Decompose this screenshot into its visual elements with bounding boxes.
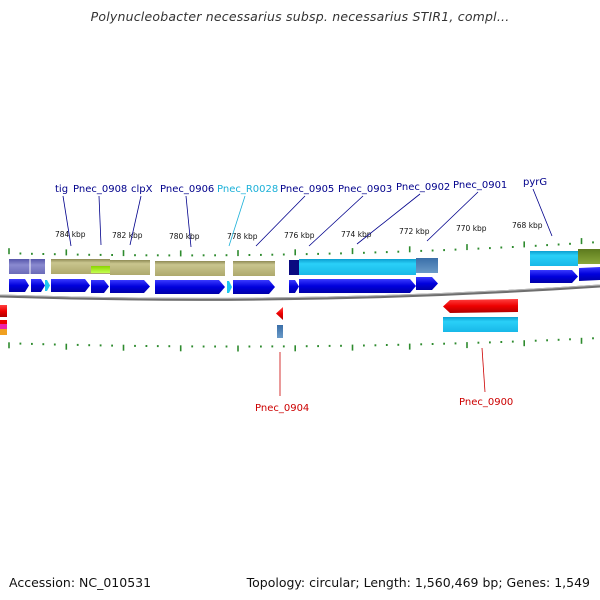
leader-line-pnec-0903 bbox=[308, 195, 364, 247]
leader-line-pnec-0901 bbox=[426, 191, 479, 242]
cog-block-clpx[interactable] bbox=[110, 260, 150, 275]
cog-track bbox=[9, 249, 600, 276]
accession-text: Accession: NC_010531 bbox=[9, 575, 152, 590]
outer-tick-ring bbox=[8, 238, 594, 257]
genome-backbone-highlight bbox=[0, 284, 600, 299]
gene-label-pnec-0901[interactable]: Pnec_0901 bbox=[453, 180, 507, 191]
cog-block-pnec-0903[interactable] bbox=[299, 259, 416, 275]
gene-label-pyrg[interactable]: pyrG bbox=[523, 177, 547, 188]
gene-arrow-fwd-b[interactable] bbox=[31, 279, 45, 292]
gene-label-pnec-0905[interactable]: Pnec_0905 bbox=[280, 184, 334, 195]
top-gene-labels: tig Pnec_0908 clpX Pnec_0906 Pnec_R0028 … bbox=[55, 177, 553, 248]
scale-label-770: 770 kbp bbox=[456, 224, 487, 233]
leader-line-pnec-r0028 bbox=[228, 195, 246, 247]
scale-label-772: 772 kbp bbox=[399, 227, 430, 236]
gene-arrow-fwd-a[interactable] bbox=[9, 279, 29, 292]
scale-labels: 784 kbp 782 kbp 780 kbp 778 kbp 776 kbp … bbox=[55, 221, 543, 241]
gene-label-pnec-0908[interactable]: Pnec_0908 bbox=[73, 184, 127, 195]
cog-block-olive[interactable] bbox=[578, 249, 600, 264]
forward-genes bbox=[9, 267, 600, 294]
scale-label-780: 780 kbp bbox=[169, 232, 200, 241]
gene-label-pnec-0903[interactable]: Pnec_0903 bbox=[338, 184, 392, 195]
genome-summary-text: Topology: circular; Length: 1,560,469 bp… bbox=[246, 575, 590, 590]
gene-label-pnec-r0028[interactable]: Pnec_R0028 bbox=[217, 184, 278, 195]
leader-line-pnec-0905 bbox=[255, 195, 306, 247]
gene-arrow-pyrg[interactable] bbox=[530, 270, 578, 283]
rev-cog-pnec-0900[interactable] bbox=[443, 317, 518, 332]
rev-cog-edge-magenta[interactable] bbox=[0, 324, 7, 329]
leader-line-pnec-0906 bbox=[185, 195, 192, 248]
leader-line-pyrg bbox=[532, 188, 553, 237]
scale-label-782: 782 kbp bbox=[112, 231, 143, 240]
scale-label-778: 778 kbp bbox=[227, 232, 258, 241]
cog-block-pnec-0908-lime bbox=[91, 266, 110, 273]
gene-arrow-pnec-0903[interactable] bbox=[299, 279, 416, 293]
gene-arrow-clpx[interactable] bbox=[110, 280, 150, 293]
cog-block-navy[interactable] bbox=[289, 260, 299, 275]
cog-block-pyrg[interactable] bbox=[530, 251, 578, 266]
gene-arrow-small[interactable] bbox=[289, 280, 299, 293]
rev-cog-edge-red[interactable] bbox=[0, 320, 7, 324]
cog-block-pnec-0906[interactable] bbox=[155, 261, 225, 276]
scale-label-776: 776 kbp bbox=[284, 231, 315, 240]
rev-cog-edge-orange[interactable] bbox=[0, 329, 7, 335]
cog-block-tig[interactable] bbox=[51, 259, 91, 274]
leader-line-pnec-0902 bbox=[356, 193, 421, 245]
leader-line-tig bbox=[62, 195, 72, 247]
gene-label-pnec-0902[interactable]: Pnec_0902 bbox=[396, 182, 450, 193]
genome-backbone bbox=[0, 284, 600, 301]
reverse-genes bbox=[0, 299, 518, 320]
gene-label-pnec-0906[interactable]: Pnec_0906 bbox=[160, 184, 214, 195]
cog-block-slate[interactable] bbox=[9, 259, 45, 274]
cog-block-pnec-0902[interactable] bbox=[416, 258, 438, 273]
bottom-gene-labels: Pnec_0904 Pnec_0900 bbox=[255, 347, 513, 414]
leader-line-pnec-0908 bbox=[98, 195, 102, 246]
reverse-cog-track bbox=[0, 317, 518, 338]
scale-label-784: 784 kbp bbox=[55, 230, 86, 239]
leader-line-clpx bbox=[129, 195, 142, 246]
gene-arrow-tig[interactable] bbox=[51, 279, 90, 292]
gene-arrow-fwd-rna-a[interactable] bbox=[45, 280, 50, 291]
gene-arrow-rev-edge[interactable] bbox=[0, 305, 7, 317]
gene-arrow-pnec-r0028[interactable] bbox=[227, 281, 232, 293]
gene-arrow-pnec-0902[interactable] bbox=[416, 277, 438, 290]
leader-line-pnec-0900 bbox=[481, 347, 486, 393]
scale-label-768: 768 kbp bbox=[512, 221, 543, 230]
gene-arrow-pnec-0900[interactable] bbox=[443, 299, 518, 313]
gene-label-clpx[interactable]: clpX bbox=[131, 184, 153, 195]
scale-label-774: 774 kbp bbox=[341, 230, 372, 239]
cog-block-pnec-0905[interactable] bbox=[233, 261, 275, 276]
map-title: Polynucleobacter necessarius subsp. nece… bbox=[90, 9, 510, 24]
gene-label-pnec-0900[interactable]: Pnec_0900 bbox=[459, 397, 513, 408]
gene-arrow-pnec-0905[interactable] bbox=[233, 280, 275, 294]
gene-arrow-fwd-edge[interactable] bbox=[579, 267, 600, 281]
rev-cog-pnec-0904[interactable] bbox=[277, 325, 283, 338]
gene-arrow-pnec-0906[interactable] bbox=[155, 280, 225, 294]
gene-label-tig[interactable]: tig bbox=[55, 184, 68, 195]
inner-tick-ring bbox=[8, 337, 594, 352]
gene-label-pnec-0904[interactable]: Pnec_0904 bbox=[255, 403, 309, 414]
gene-arrow-pnec-0904[interactable] bbox=[276, 307, 283, 320]
gene-arrow-pnec-0908[interactable] bbox=[91, 280, 109, 293]
